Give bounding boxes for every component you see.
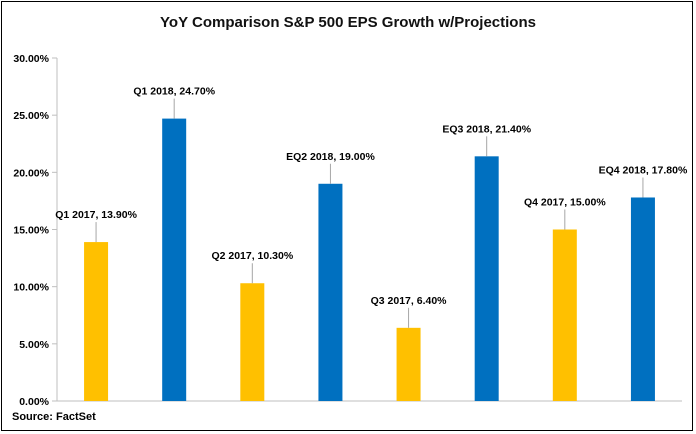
y-tick-label: 5.00%: [19, 339, 49, 351]
y-tick-label: 10.00%: [13, 282, 49, 294]
bar: [630, 197, 655, 401]
bar: [474, 156, 499, 401]
bar: [84, 242, 109, 401]
y-tick-label: 25.00%: [13, 110, 49, 122]
chart-title: YoY Comparison S&P 500 EPS Growth w/Proj…: [160, 14, 536, 31]
bar: [552, 229, 577, 401]
y-tick-label: 30.00%: [13, 53, 49, 65]
source-label: Source: FactSet: [12, 411, 96, 423]
bar: [396, 327, 421, 401]
data-label: EQ3 2018, 21.40%: [442, 123, 531, 135]
data-label: EQ2 2018, 19.00%: [286, 151, 375, 163]
bar: [318, 183, 343, 401]
y-tick-label: 15.00%: [13, 225, 49, 237]
data-label: Q1 2017, 13.90%: [55, 209, 137, 221]
data-label: Q2 2017, 10.30%: [211, 250, 293, 262]
bar: [240, 283, 265, 401]
data-label: Q4 2017, 15.00%: [524, 197, 606, 209]
data-label: EQ4 2018, 17.80%: [599, 164, 688, 176]
bar: [162, 118, 187, 401]
y-tick-label: 0.00%: [19, 396, 49, 408]
data-label: Q3 2017, 6.40%: [371, 295, 448, 307]
y-tick-label: 20.00%: [13, 167, 49, 179]
data-label: Q1 2018, 24.70%: [133, 86, 215, 98]
